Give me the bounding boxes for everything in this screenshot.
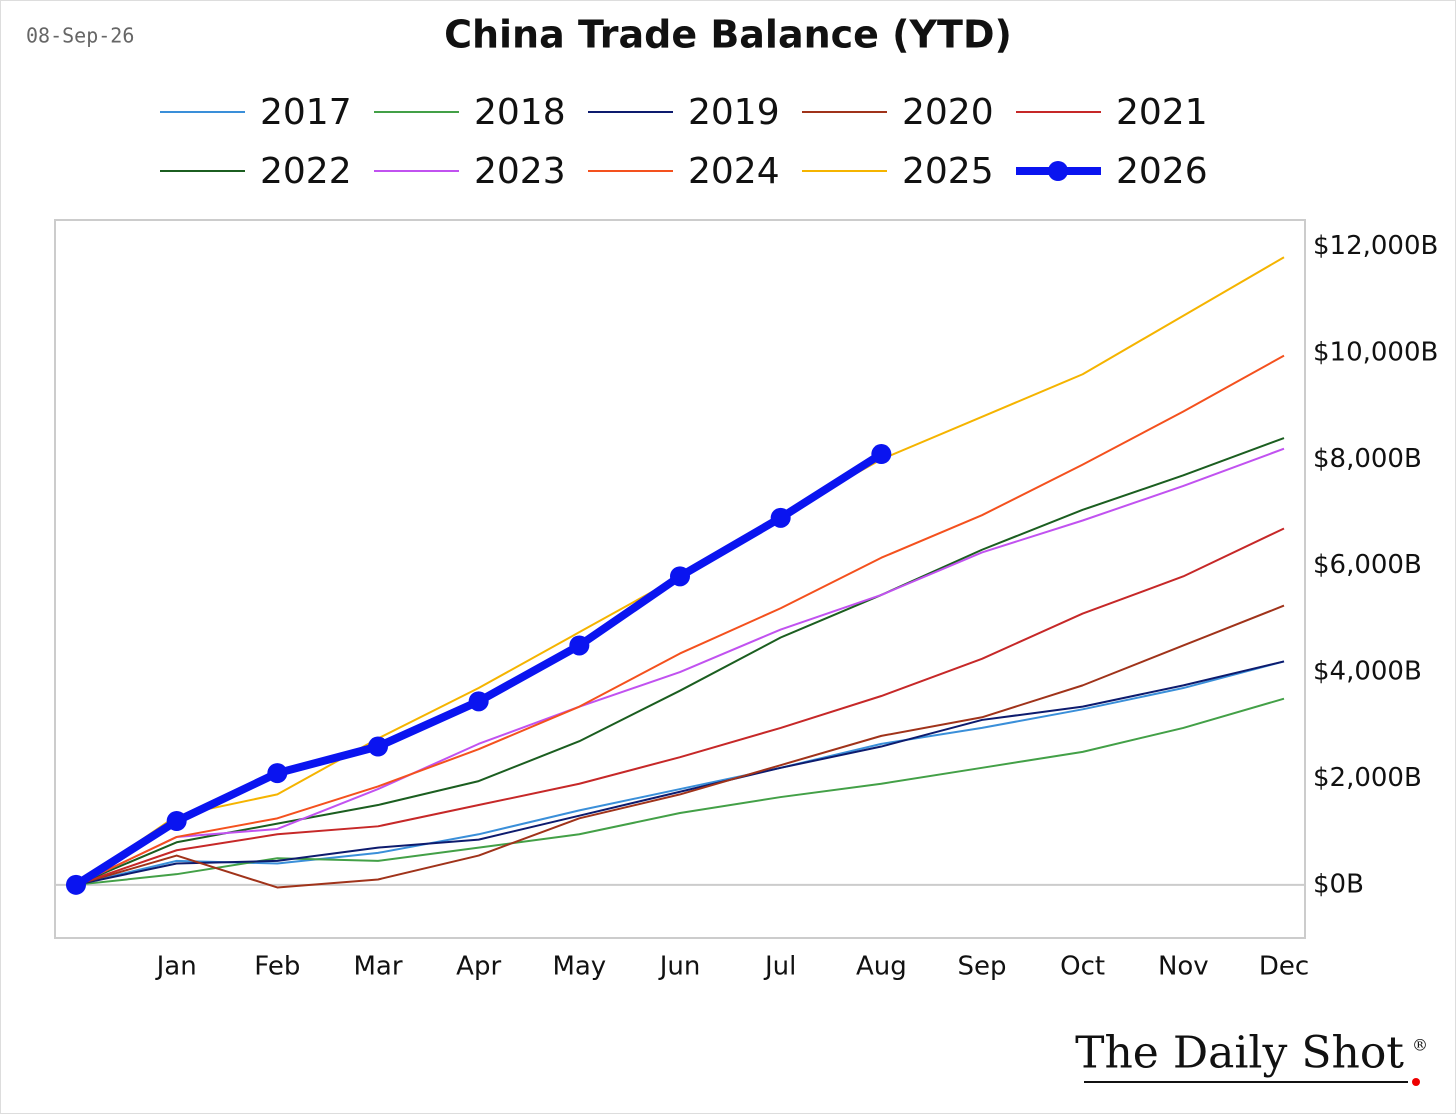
point	[166, 810, 187, 831]
plot-frame	[54, 219, 1306, 939]
point	[368, 736, 388, 757]
x-tick-label: Aug	[856, 952, 907, 982]
legend-label: 2022	[260, 151, 352, 192]
x-tick-label: Feb	[254, 952, 300, 982]
series-line	[75, 437, 1285, 886]
point	[66, 874, 86, 895]
point	[670, 566, 690, 587]
source: The Daily Shot	[1075, 1028, 1404, 1079]
y-tick-label: $4,000B	[1313, 657, 1422, 687]
date: 08-Sep-26	[26, 24, 134, 48]
legend-label: 2017	[260, 92, 352, 133]
x-tick-label: Dec	[1259, 952, 1309, 982]
series-line	[75, 447, 1285, 886]
series-line	[75, 354, 1285, 886]
legend-label: 2023	[474, 151, 566, 192]
y-tick-label: $12,000B	[1313, 231, 1438, 261]
y-tick-label: $8,000B	[1313, 444, 1422, 474]
point	[267, 763, 288, 784]
x-tick-label: Oct	[1060, 952, 1105, 982]
source-mark: ®	[1412, 1036, 1428, 1055]
legend-label: 2024	[688, 151, 780, 192]
point	[468, 691, 489, 712]
series-line	[75, 604, 1285, 889]
point	[569, 635, 590, 656]
chart-title: China Trade Balance (YTD)	[444, 13, 1012, 57]
legend-marker	[1048, 161, 1068, 181]
y-tick-label: $10,000B	[1313, 337, 1438, 367]
y-tick-label: $2,000B	[1313, 763, 1422, 793]
x-tick-label: Mar	[353, 952, 402, 982]
series-line	[75, 527, 1285, 886]
y-tick-label: $0B	[1313, 869, 1364, 899]
series-line	[75, 660, 1285, 886]
y-tick-label: $6,000B	[1313, 550, 1422, 580]
legend-label: 2026	[1116, 151, 1208, 192]
legend-label: 2021	[1116, 92, 1208, 133]
legend-label: 2020	[902, 92, 994, 133]
legend-label: 2019	[688, 92, 780, 133]
series-line	[75, 697, 1285, 886]
source-dot	[1412, 1078, 1420, 1086]
x-tick-label: Sep	[957, 952, 1006, 982]
series-line	[75, 660, 1285, 886]
x-tick-label: Jan	[155, 952, 197, 982]
x-tick-label: Jul	[763, 952, 796, 982]
x-tick-label: Jun	[658, 952, 701, 982]
x-tick-label: May	[552, 952, 606, 982]
x-tick-label: Apr	[456, 952, 501, 982]
legend-label: 2018	[474, 92, 566, 133]
point	[770, 507, 791, 528]
legend-label: 2025	[902, 151, 994, 192]
x-tick-label: Nov	[1158, 952, 1209, 982]
point	[871, 444, 892, 465]
